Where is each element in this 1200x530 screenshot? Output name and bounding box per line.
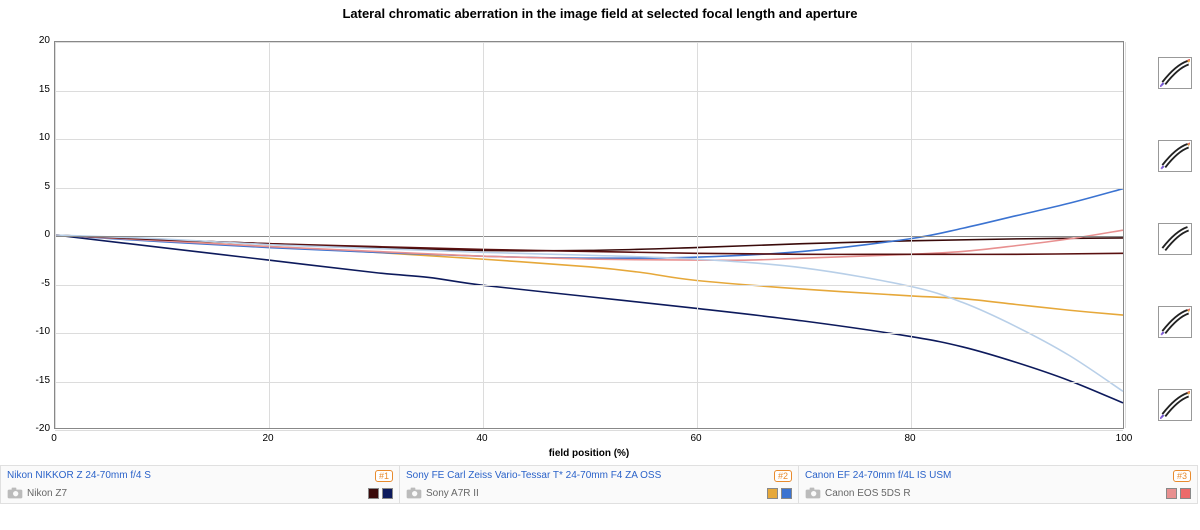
aberration-thumb bbox=[1158, 223, 1192, 255]
chart-title: Lateral chromatic aberration in the imag… bbox=[0, 0, 1200, 23]
chart-container: Lateral chromatic aberration in the imag… bbox=[0, 0, 1200, 504]
aberration-thumb bbox=[1158, 306, 1192, 338]
color-swatch bbox=[1166, 488, 1177, 499]
legend-col: Canon EF 24-70mm f/4L IS USM#3 Canon EOS … bbox=[799, 466, 1197, 503]
x-tick-label: 80 bbox=[890, 433, 930, 444]
lens-link[interactable]: Sony FE Carl Zeiss Vario-Tessar T* 24-70… bbox=[406, 470, 792, 481]
gridline-h bbox=[55, 430, 1123, 431]
gridline-h bbox=[55, 382, 1123, 383]
chart-area: micrometer on a 24x36 mm field position … bbox=[0, 23, 1200, 463]
series-swatches bbox=[767, 488, 792, 499]
aberration-thumb bbox=[1158, 389, 1192, 421]
gridline-h bbox=[55, 188, 1123, 189]
gridline-h bbox=[55, 139, 1123, 140]
y-tick-label: 10 bbox=[10, 132, 50, 143]
y-tick-label: -10 bbox=[10, 326, 50, 337]
series-swatches bbox=[1166, 488, 1191, 499]
color-swatch bbox=[781, 488, 792, 499]
x-tick-label: 20 bbox=[248, 433, 288, 444]
color-swatch bbox=[767, 488, 778, 499]
aberration-thumb bbox=[1158, 140, 1192, 172]
legend: Nikon NIKKOR Z 24-70mm f/4 S#1 Nikon Z7 So… bbox=[0, 465, 1198, 504]
legend-col: Sony FE Carl Zeiss Vario-Tessar T* 24-70… bbox=[400, 466, 799, 503]
lens-rank-badge: #2 bbox=[774, 470, 792, 482]
color-swatch bbox=[368, 488, 379, 499]
y-tick-label: 5 bbox=[10, 181, 50, 192]
y-tick-label: -5 bbox=[10, 278, 50, 289]
x-tick-label: 100 bbox=[1104, 433, 1144, 444]
gridline-v bbox=[269, 42, 270, 428]
camera-name: Canon EOS 5DS R bbox=[825, 488, 911, 499]
curves-svg bbox=[55, 42, 1123, 428]
gridline-v bbox=[483, 42, 484, 428]
gridline-h bbox=[55, 236, 1123, 237]
gridline-h bbox=[55, 333, 1123, 334]
x-tick-label: 60 bbox=[676, 433, 716, 444]
camera-name: Sony A7R II bbox=[426, 488, 479, 499]
series-sony-b bbox=[55, 189, 1123, 259]
y-tick-label: 0 bbox=[10, 229, 50, 240]
plot-area bbox=[54, 41, 1124, 429]
x-tick-label: 40 bbox=[462, 433, 502, 444]
gridline-h bbox=[55, 285, 1123, 286]
x-axis-label: field position (%) bbox=[54, 448, 1124, 459]
gridline-v bbox=[697, 42, 698, 428]
lens-rank-badge: #3 bbox=[1173, 470, 1191, 482]
legend-col: Nikon NIKKOR Z 24-70mm f/4 S#1 Nikon Z7 bbox=[1, 466, 400, 503]
x-tick-label: 0 bbox=[34, 433, 74, 444]
series-nikon-b bbox=[55, 235, 1123, 403]
y-tick-label: -15 bbox=[10, 375, 50, 386]
y-tick-label: 20 bbox=[10, 35, 50, 46]
camera-icon bbox=[406, 487, 422, 499]
series-swatches bbox=[368, 488, 393, 499]
color-swatch bbox=[382, 488, 393, 499]
lens-rank-badge: #1 bbox=[375, 470, 393, 482]
side-thumbnails bbox=[1158, 41, 1196, 429]
color-swatch bbox=[1180, 488, 1191, 499]
camera-icon bbox=[805, 487, 821, 499]
gridline-v bbox=[1125, 42, 1126, 428]
y-tick-label: 15 bbox=[10, 84, 50, 95]
aberration-thumb bbox=[1158, 57, 1192, 89]
gridline-h bbox=[55, 91, 1123, 92]
camera-name: Nikon Z7 bbox=[27, 488, 67, 499]
gridline-v bbox=[911, 42, 912, 428]
lens-link[interactable]: Canon EF 24-70mm f/4L IS USM bbox=[805, 470, 1191, 481]
lens-link[interactable]: Nikon NIKKOR Z 24-70mm f/4 S bbox=[7, 470, 393, 481]
camera-icon bbox=[7, 487, 23, 499]
gridline-v bbox=[55, 42, 56, 428]
gridline-h bbox=[55, 42, 1123, 43]
